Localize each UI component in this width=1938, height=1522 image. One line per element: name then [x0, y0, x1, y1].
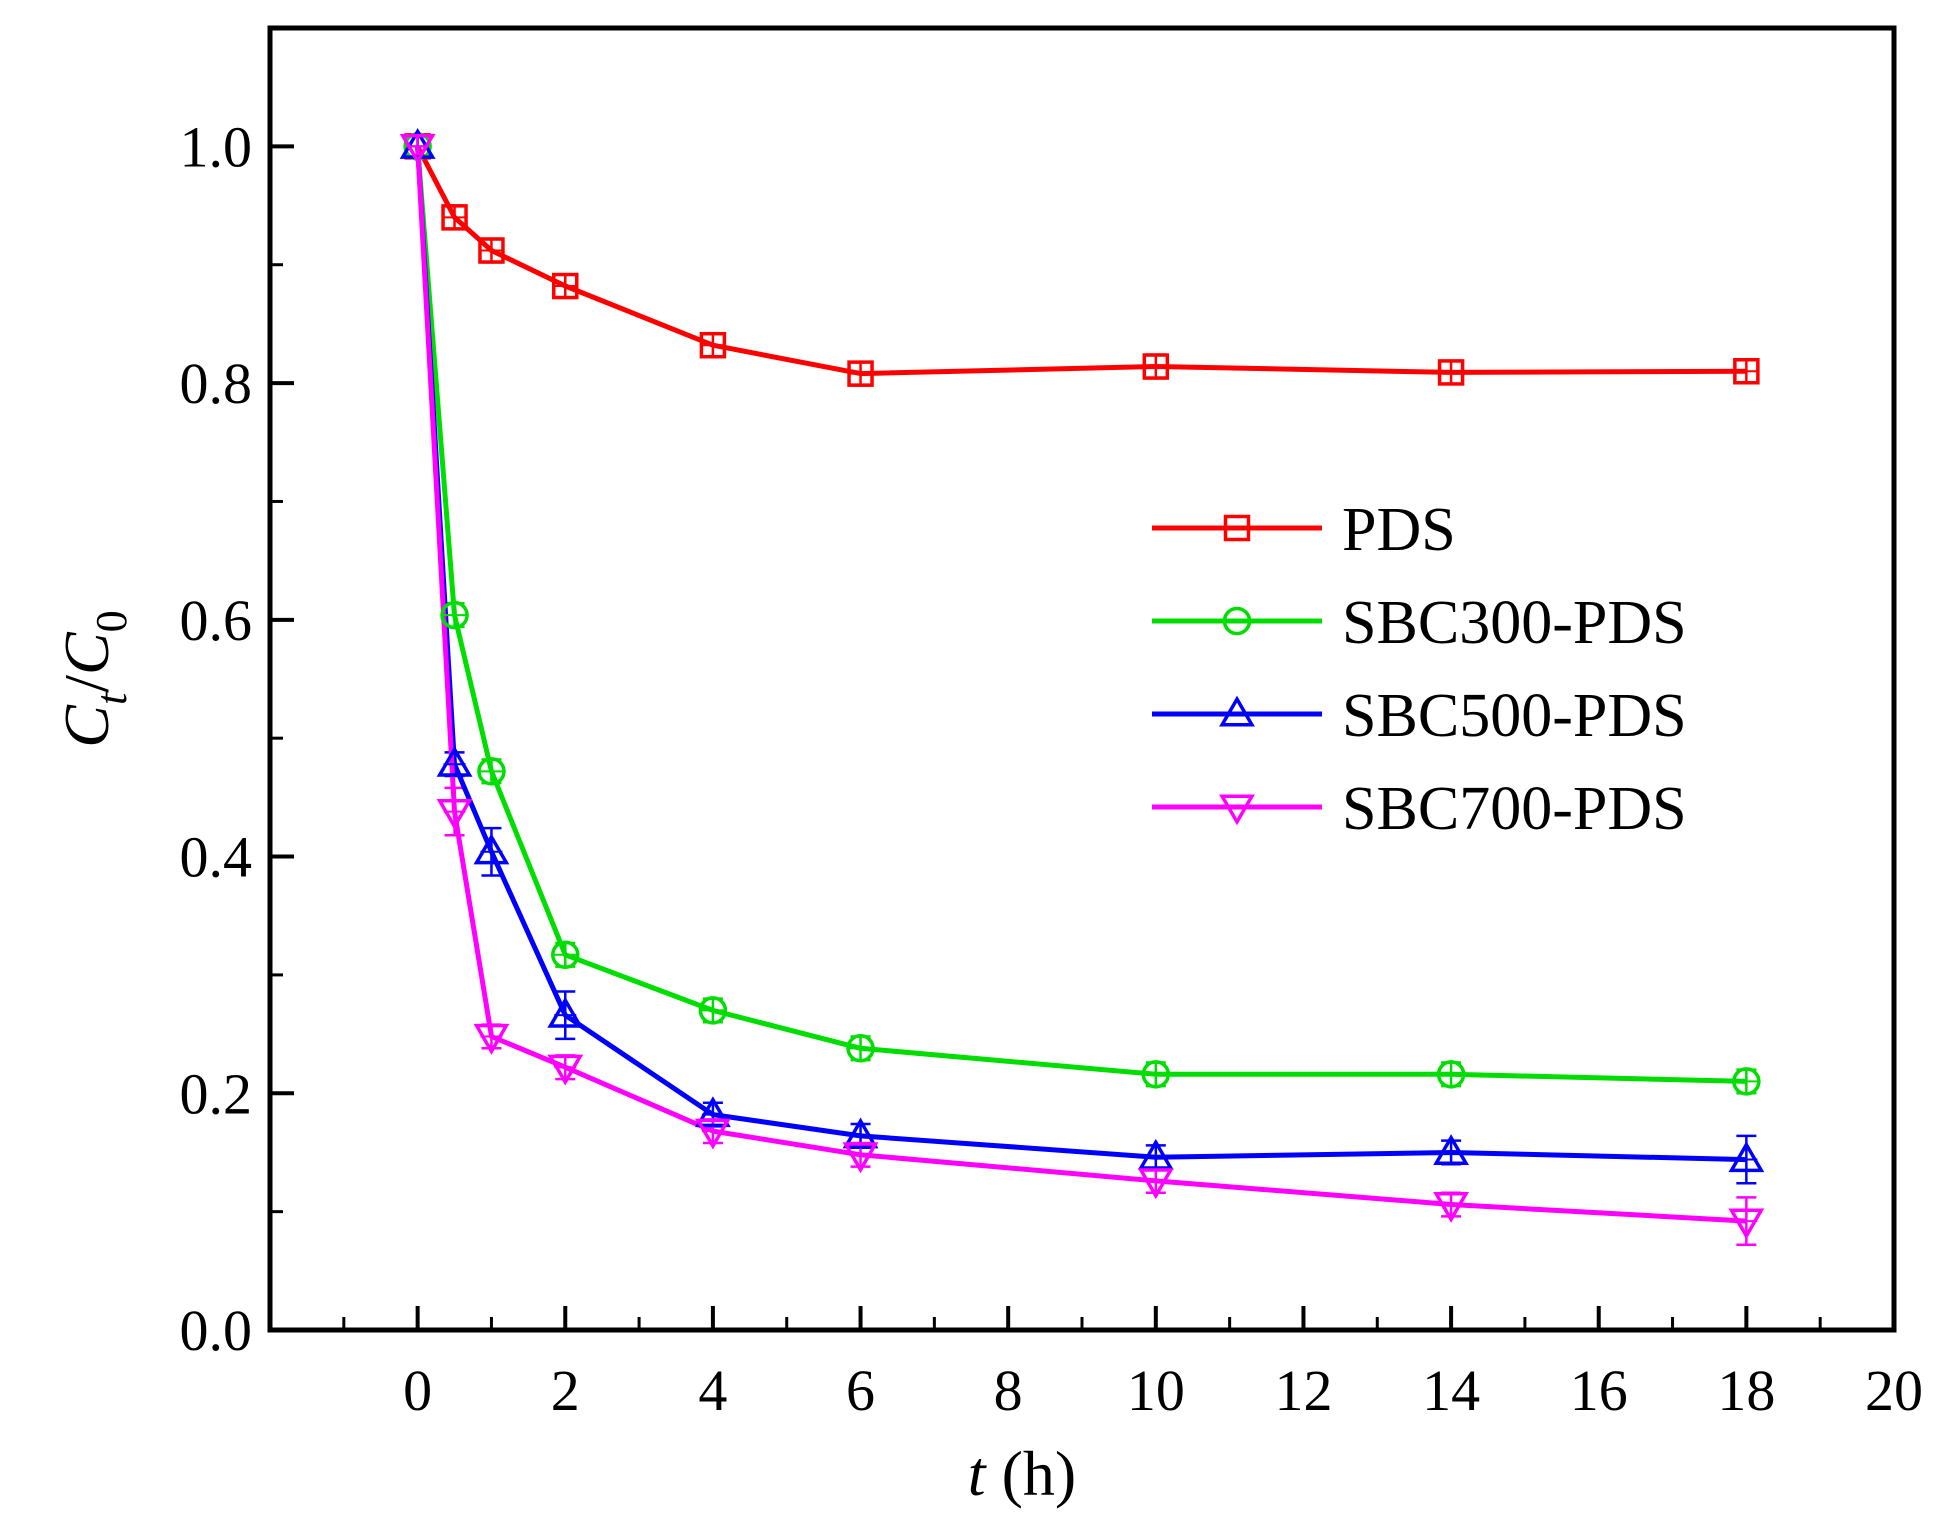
data-point	[842, 1117, 879, 1149]
data-point	[436, 745, 473, 777]
x-tick-label: 6	[846, 1358, 875, 1423]
x-tick-label: 14	[1422, 1358, 1480, 1423]
legend-marker	[1223, 514, 1251, 542]
data-point	[846, 1034, 875, 1063]
data-point	[1728, 1208, 1765, 1240]
x-axis-unit: (h)	[986, 1438, 1077, 1509]
data-point	[473, 1023, 510, 1055]
data-point	[441, 204, 468, 231]
legend: PDS SBC300-PDS SBC500-PDS SBC700-PDS	[1152, 496, 1687, 843]
x-tick-label: 2	[551, 1358, 580, 1423]
data-point	[847, 360, 874, 387]
data-point	[552, 272, 579, 300]
x-axis: 0 2 4 6 8 10 12 14 16 18 20	[342, 1306, 1923, 1423]
legend-marker	[1219, 695, 1255, 727]
data-point	[1437, 359, 1465, 386]
data-point	[1733, 358, 1760, 385]
x-tick-label: 0	[403, 1358, 432, 1423]
series-line	[415, 145, 1747, 377]
legend-label: SBC500-PDS	[1342, 682, 1687, 750]
y-axis: 0.0 0.2 0.4 0.6 0.8 1.0	[180, 26, 294, 1363]
x-tick-label: 10	[1127, 1358, 1185, 1423]
data-point	[478, 237, 505, 264]
legend-marker	[1219, 794, 1255, 826]
y-tick-label: 1.0	[180, 114, 253, 179]
legend-label: SBC700-PDS	[1342, 775, 1687, 843]
data-point	[842, 1142, 879, 1174]
data-point	[699, 331, 727, 359]
y-tick-label: 0.2	[180, 1061, 253, 1126]
data-point	[551, 940, 580, 970]
y-tick-label: 0.6	[180, 588, 253, 653]
data-point	[1141, 1060, 1171, 1089]
data-point	[399, 133, 436, 165]
data-point	[1436, 1060, 1466, 1089]
x-tick-label: 20	[1865, 1358, 1923, 1423]
data-point	[477, 757, 506, 786]
data-point	[1137, 1168, 1174, 1200]
plot-frame	[267, 25, 1897, 1333]
x-axis-title: t (h)	[968, 1438, 1076, 1509]
y-axis-title: Ct/C0	[51, 610, 136, 747]
data-point	[1433, 1191, 1470, 1223]
data-point	[473, 833, 510, 865]
data-point	[698, 996, 728, 1025]
data-point	[440, 600, 469, 630]
data-point	[1142, 353, 1170, 380]
data-point	[694, 1096, 731, 1128]
legend-label: PDS	[1342, 496, 1456, 564]
x-tick-label: 16	[1570, 1358, 1628, 1423]
data-point	[1728, 1141, 1765, 1173]
x-tick-label: 12	[1274, 1358, 1332, 1423]
data-point	[1433, 1134, 1470, 1166]
legend-label: SBC300-PDS	[1342, 589, 1687, 657]
y-tick-label: 0.4	[180, 825, 253, 890]
legend-marker	[1222, 606, 1252, 636]
data-point	[436, 799, 473, 830]
x-tick-label: 18	[1717, 1358, 1775, 1423]
y-tick-label: 0.8	[180, 351, 253, 416]
x-tick-label: 8	[994, 1358, 1023, 1423]
data-point	[547, 1054, 584, 1086]
data-point	[1732, 1067, 1761, 1096]
y-tick-label: 0.0	[180, 1298, 253, 1363]
data-point	[399, 127, 436, 159]
series-markers	[399, 127, 1765, 1240]
x-tick-label: 4	[698, 1358, 727, 1423]
data-point	[547, 996, 584, 1028]
data-point	[694, 1118, 731, 1150]
data-point	[1137, 1138, 1174, 1170]
x-axis-var: t	[968, 1438, 988, 1509]
